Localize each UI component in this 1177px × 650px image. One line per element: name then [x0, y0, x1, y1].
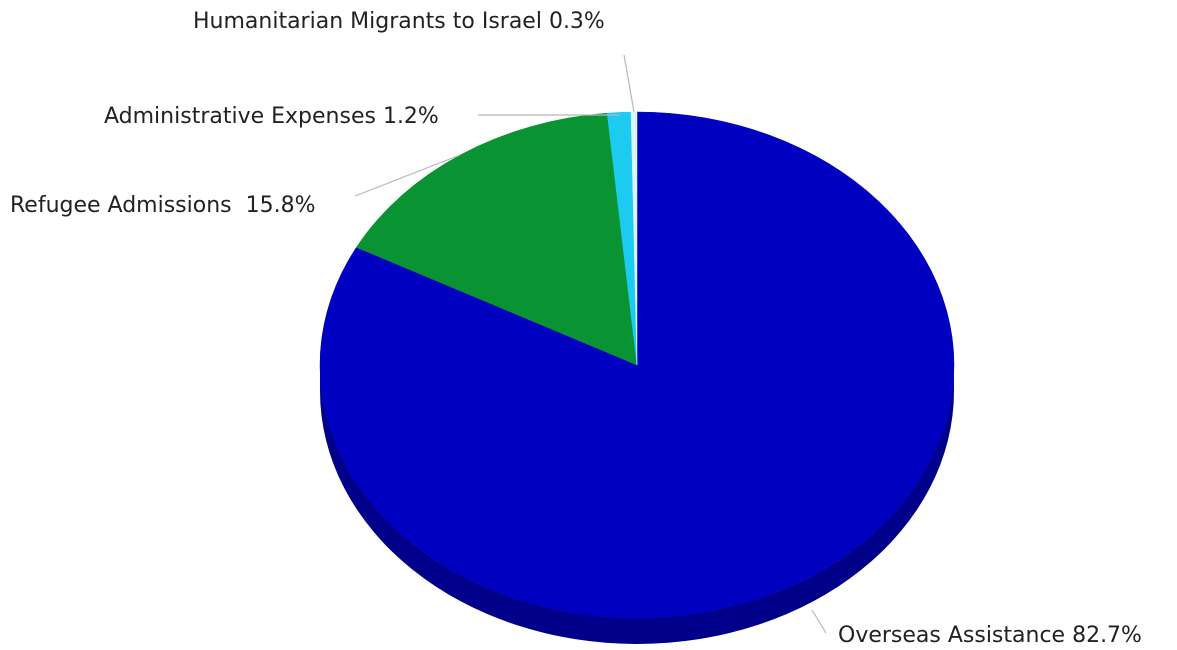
slice-labels: Overseas Assistance 82.7% Refugee Admiss…: [10, 9, 1142, 648]
leader-line-refugee-admissions: [354, 154, 461, 197]
leader-line-overseas-assistance: [811, 609, 827, 634]
slice-label-refugee-admissions: Refugee Admissions 15.8%: [10, 193, 316, 218]
leader-line-humanitarian-migrants: [623, 54, 635, 113]
slice-label-administrative-expenses: Administrative Expenses 1.2%: [104, 104, 439, 129]
slice-label-overseas-assistance: Overseas Assistance 82.7%: [838, 623, 1142, 648]
leader-lines: [354, 54, 827, 634]
pie-slice-humanitarian-migrants-to-israel: [630, 111, 638, 366]
pie-slice-refugee-admissions: [356, 112, 638, 366]
pie-slices: [319, 111, 955, 619]
slice-label-humanitarian-migrants: Humanitarian Migrants to Israel 0.3%: [193, 9, 605, 34]
